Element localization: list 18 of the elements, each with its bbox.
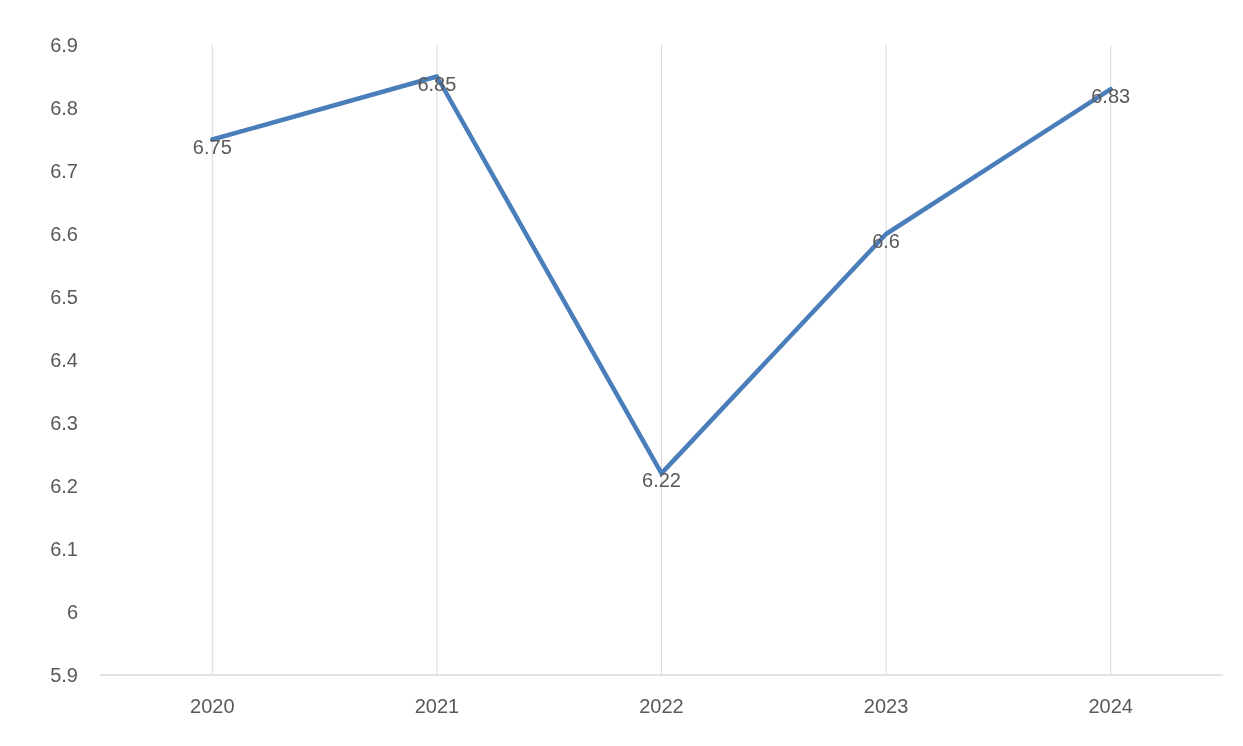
- y-tick-label: 6.4: [50, 349, 78, 371]
- x-tick-label: 2023: [863, 695, 909, 717]
- y-tick-label: 6: [66, 601, 78, 623]
- y-tick-label: 5.9: [50, 664, 78, 686]
- data-label: 6.75: [192, 135, 232, 158]
- x-tick-label: 2020: [190, 695, 235, 717]
- y-tick-label: 6.2: [50, 475, 78, 497]
- y-tick-label: 6.1: [50, 538, 78, 560]
- x-tick-label: 2022: [639, 695, 684, 717]
- y-tick-label: 6.5: [50, 286, 78, 308]
- y-tick-label: 6.3: [50, 412, 78, 434]
- data-label: 6.22: [642, 469, 681, 492]
- x-tick-label: 2024: [1088, 695, 1133, 717]
- x-tick-label: 2021: [414, 695, 460, 717]
- y-tick-label: 6.8: [50, 97, 78, 119]
- y-tick-label: 6.7: [50, 160, 78, 182]
- y-tick-label: 6.9: [50, 34, 78, 56]
- y-tick-label: 6.6: [50, 223, 78, 245]
